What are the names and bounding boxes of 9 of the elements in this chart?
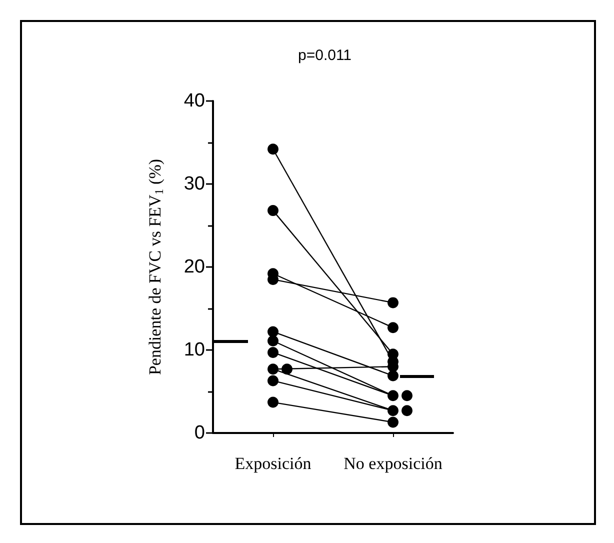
y-tick-label: 30 bbox=[184, 174, 205, 194]
y-tick-label: 10 bbox=[184, 340, 205, 360]
y-tick-label: 20 bbox=[184, 256, 205, 278]
y-tick-label: 0 bbox=[194, 422, 205, 444]
x-tick-label: No exposición bbox=[344, 454, 443, 473]
y-tick-label: 40 bbox=[184, 90, 205, 112]
x-tick-label: Exposición bbox=[234, 454, 312, 473]
y-axis-title: Pendiente de FVC vs FEV1 (%) bbox=[146, 158, 166, 376]
text: p=0.011 bbox=[298, 47, 352, 64]
